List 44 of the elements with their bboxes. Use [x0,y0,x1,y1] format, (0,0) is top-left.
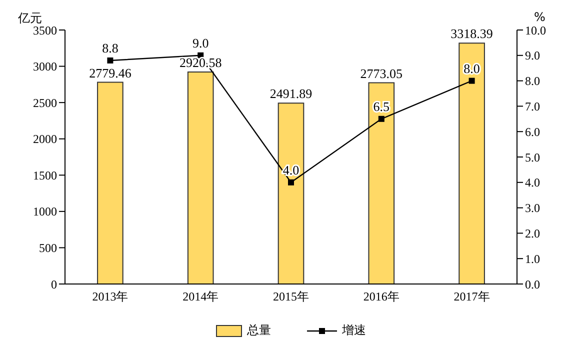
y2-tick-label: 1.0 [525,252,540,266]
legend-label: 增速 [342,322,366,339]
y2-tick-label: 9.0 [525,48,540,63]
bar [458,42,485,284]
y2-tick-label: 7.0 [525,99,540,114]
data-label: 3318.39 [450,26,493,42]
point [468,78,475,84]
y-tick-label: 2000 [33,132,57,146]
x-tick-label: 2017年 [454,290,490,304]
y2-tick-label: 4.0 [525,176,540,190]
legend-label: 总量 [247,322,271,339]
x-tick-label: 2013年 [92,290,128,304]
y2-tick-label: 0.0 [525,277,540,292]
data-label: 2491.89 [270,86,312,102]
data-label: 8.8 [102,40,118,56]
y2-tick-label: 5.0 [525,150,540,164]
x-tick-label: 2015年 [273,290,309,304]
y2-tick-label: 8.0 [525,74,540,88]
data-label: 2773.05 [360,66,403,81]
data-label: 2779.46 [89,65,132,80]
y-tick-label: 1000 [33,204,57,219]
y2-tick-label: 2.0 [525,226,540,240]
y-tick-label: 2500 [33,96,57,110]
x-tick-label: 2014年 [182,290,219,304]
bar [187,72,214,284]
y2-tick-label: 3.0 [525,201,540,216]
x-tick-label: 2016年 [363,290,400,304]
data-label: 4.0 [282,162,300,178]
bar [278,102,304,284]
y-tick-label: 1500 [33,168,57,182]
point [107,57,114,64]
y-tick-label: 500 [39,240,57,255]
y2-axis-title: % [534,10,546,24]
y-tick-label: 0 [51,277,57,292]
data-label: 9.0 [192,35,209,50]
data-label: 6.5 [373,98,390,114]
y2-tick-label: 10.0 [525,23,546,38]
y2-tick-label: 6.0 [525,124,540,139]
bar [368,82,395,284]
data-label: 8.0 [464,60,480,76]
point [378,116,384,122]
y-tick-label: 3000 [33,60,57,74]
bar [97,82,124,284]
point [288,179,294,186]
